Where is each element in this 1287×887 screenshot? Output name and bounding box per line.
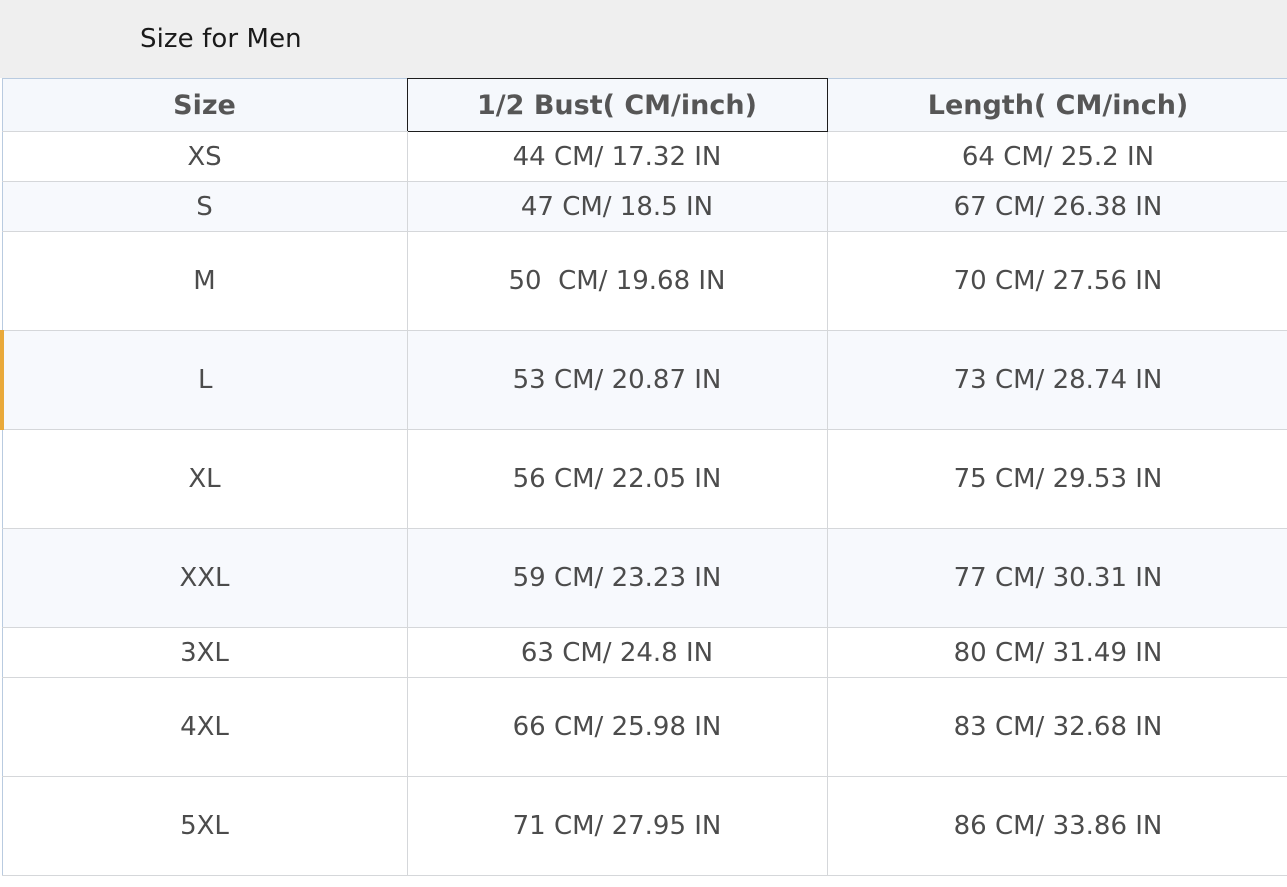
cell-bust[interactable]: 71 CM/ 27.95 IN	[406, 776, 828, 876]
cell-size[interactable]: XS	[1, 131, 408, 182]
cell-bust[interactable]: 50 CM/ 19.68 IN	[406, 231, 828, 331]
cell-length[interactable]: 86 CM/ 33.86 IN	[826, 776, 1287, 876]
table-row-5xl[interactable]: 5XL 71 CM/ 27.95 IN 86 CM/ 33.86 IN	[1, 776, 1287, 876]
cell-size[interactable]: 3XL	[1, 627, 408, 678]
cell-length[interactable]: 75 CM/ 29.53 IN	[826, 429, 1287, 529]
table-row-xxl[interactable]: XXL 59 CM/ 23.23 IN 77 CM/ 30.31 IN	[1, 528, 1287, 628]
cell-bust[interactable]: 66 CM/ 25.98 IN	[406, 677, 828, 777]
cell-bust[interactable]: 47 CM/ 18.5 IN	[406, 181, 828, 232]
table-row-xl[interactable]: XL 56 CM/ 22.05 IN 75 CM/ 29.53 IN	[1, 429, 1287, 529]
column-header-bust[interactable]: 1/2 Bust( CM/inch)	[406, 78, 828, 132]
cell-size[interactable]: 4XL	[1, 677, 408, 777]
table-header-row: Size 1/2 Bust( CM/inch) Length( CM/inch)	[1, 78, 1287, 132]
table-header: Size 1/2 Bust( CM/inch) Length( CM/inch)	[1, 78, 1287, 132]
cell-length[interactable]: 70 CM/ 27.56 IN	[826, 231, 1287, 331]
table-row-s[interactable]: S 47 CM/ 18.5 IN 67 CM/ 26.38 IN	[1, 181, 1287, 232]
table-row-4xl[interactable]: 4XL 66 CM/ 25.98 IN 83 CM/ 32.68 IN	[1, 677, 1287, 777]
cell-length[interactable]: 80 CM/ 31.49 IN	[826, 627, 1287, 678]
cell-size[interactable]: S	[1, 181, 408, 232]
table-row-xs[interactable]: XS 44 CM/ 17.32 IN 64 CM/ 25.2 IN	[1, 131, 1287, 182]
column-header-size[interactable]: Size	[1, 78, 408, 132]
table-body: XS 44 CM/ 17.32 IN 64 CM/ 25.2 IN S 47 C…	[0, 131, 1287, 876]
cell-length[interactable]: 67 CM/ 26.38 IN	[826, 181, 1287, 232]
cell-bust[interactable]: 56 CM/ 22.05 IN	[406, 429, 828, 529]
cell-size[interactable]: L	[0, 330, 408, 430]
page-banner: Size for Men	[0, 0, 1287, 78]
column-header-length[interactable]: Length( CM/inch)	[826, 78, 1287, 132]
table-row-l[interactable]: L 53 CM/ 20.87 IN 73 CM/ 28.74 IN	[0, 330, 1287, 430]
page-title: Size for Men	[140, 24, 302, 54]
cell-size[interactable]: 5XL	[1, 776, 408, 876]
cell-length[interactable]: 77 CM/ 30.31 IN	[826, 528, 1287, 628]
cell-length[interactable]: 73 CM/ 28.74 IN	[826, 330, 1287, 430]
cell-size[interactable]: M	[1, 231, 408, 331]
table-row-3xl[interactable]: 3XL 63 CM/ 24.8 IN 80 CM/ 31.49 IN	[1, 627, 1287, 678]
table-row-m[interactable]: M 50 CM/ 19.68 IN 70 CM/ 27.56 IN	[1, 231, 1287, 331]
cell-length[interactable]: 83 CM/ 32.68 IN	[826, 677, 1287, 777]
cell-bust[interactable]: 63 CM/ 24.8 IN	[406, 627, 828, 678]
cell-bust[interactable]: 53 CM/ 20.87 IN	[406, 330, 828, 430]
cell-size[interactable]: XL	[1, 429, 408, 529]
cell-bust[interactable]: 44 CM/ 17.32 IN	[406, 131, 828, 182]
size-chart-table: Size 1/2 Bust( CM/inch) Length( CM/inch)…	[0, 78, 1287, 876]
cell-bust[interactable]: 59 CM/ 23.23 IN	[406, 528, 828, 628]
cell-size[interactable]: XXL	[1, 528, 408, 628]
cell-length[interactable]: 64 CM/ 25.2 IN	[826, 131, 1287, 182]
